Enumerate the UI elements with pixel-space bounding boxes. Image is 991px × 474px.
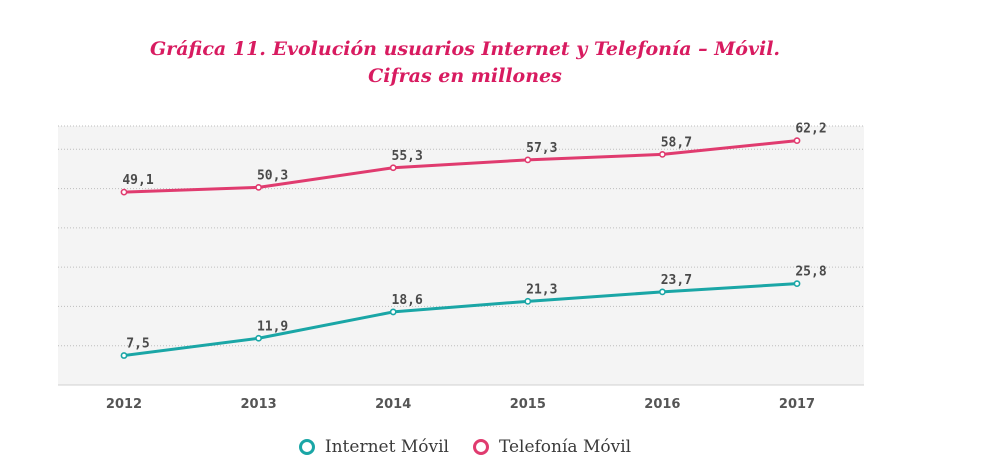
data-point-telefonia xyxy=(389,164,397,172)
data-label-telefonia: 55,3 xyxy=(392,149,423,164)
legend-marker-internet-icon xyxy=(298,439,315,455)
data-label-telefonia: 62,2 xyxy=(795,122,826,137)
data-label-internet: 18,6 xyxy=(392,293,423,308)
x-tick-label: 2013 xyxy=(241,397,277,412)
data-point-telefonia xyxy=(793,137,801,145)
data-point-telefonia xyxy=(120,188,128,196)
plot-background xyxy=(58,126,864,385)
data-point-internet xyxy=(793,280,801,288)
x-tick-label: 2014 xyxy=(375,397,411,412)
data-point-internet xyxy=(659,288,666,296)
data-point-internet xyxy=(524,297,532,305)
x-tick-label: 2015 xyxy=(510,397,546,412)
data-label-internet: 7,5 xyxy=(126,337,149,352)
chart-legend: Internet Móvil Telefonía Móvil xyxy=(0,437,930,457)
series-line-telefonia xyxy=(123,139,798,194)
data-point-internet xyxy=(389,308,397,316)
x-tick-label: 2012 xyxy=(106,397,142,412)
data-label-internet: 11,9 xyxy=(257,319,288,334)
x-tick-label: 2017 xyxy=(779,397,815,412)
legend-label-internet: Internet Móvil xyxy=(324,437,449,457)
data-label-telefonia: 58,7 xyxy=(661,135,692,150)
x-tick-label: 2016 xyxy=(644,397,680,412)
data-point-internet xyxy=(255,334,262,342)
data-point-telefonia xyxy=(659,150,666,158)
chart-title-line-1: Gráfica 11. Evolución usuarios Internet … xyxy=(149,38,781,60)
data-point-telefonia xyxy=(255,183,262,191)
data-label-telefonia: 49,1 xyxy=(122,173,153,188)
chart-title-line-2: Cifras en millones xyxy=(368,65,562,87)
data-label-telefonia: 57,3 xyxy=(526,141,557,156)
legend-marker-telefonia-icon xyxy=(472,439,489,455)
data-point-telefonia xyxy=(524,156,532,164)
data-label-telefonia: 50,3 xyxy=(257,168,288,183)
legend-item-internet: Internet Móvil xyxy=(298,437,449,457)
legend-label-telefonia: Telefonía Móvil xyxy=(498,437,632,457)
data-point-internet xyxy=(120,352,128,359)
data-label-internet: 23,7 xyxy=(661,273,692,288)
data-label-internet: 21,3 xyxy=(526,282,557,297)
legend-item-telefonia: Telefonía Móvil xyxy=(472,437,632,457)
chart-title: Gráfica 11. Evolución usuarios Internet … xyxy=(0,36,930,90)
series-line-internet xyxy=(123,282,798,358)
data-label-internet: 25,8 xyxy=(795,265,826,280)
